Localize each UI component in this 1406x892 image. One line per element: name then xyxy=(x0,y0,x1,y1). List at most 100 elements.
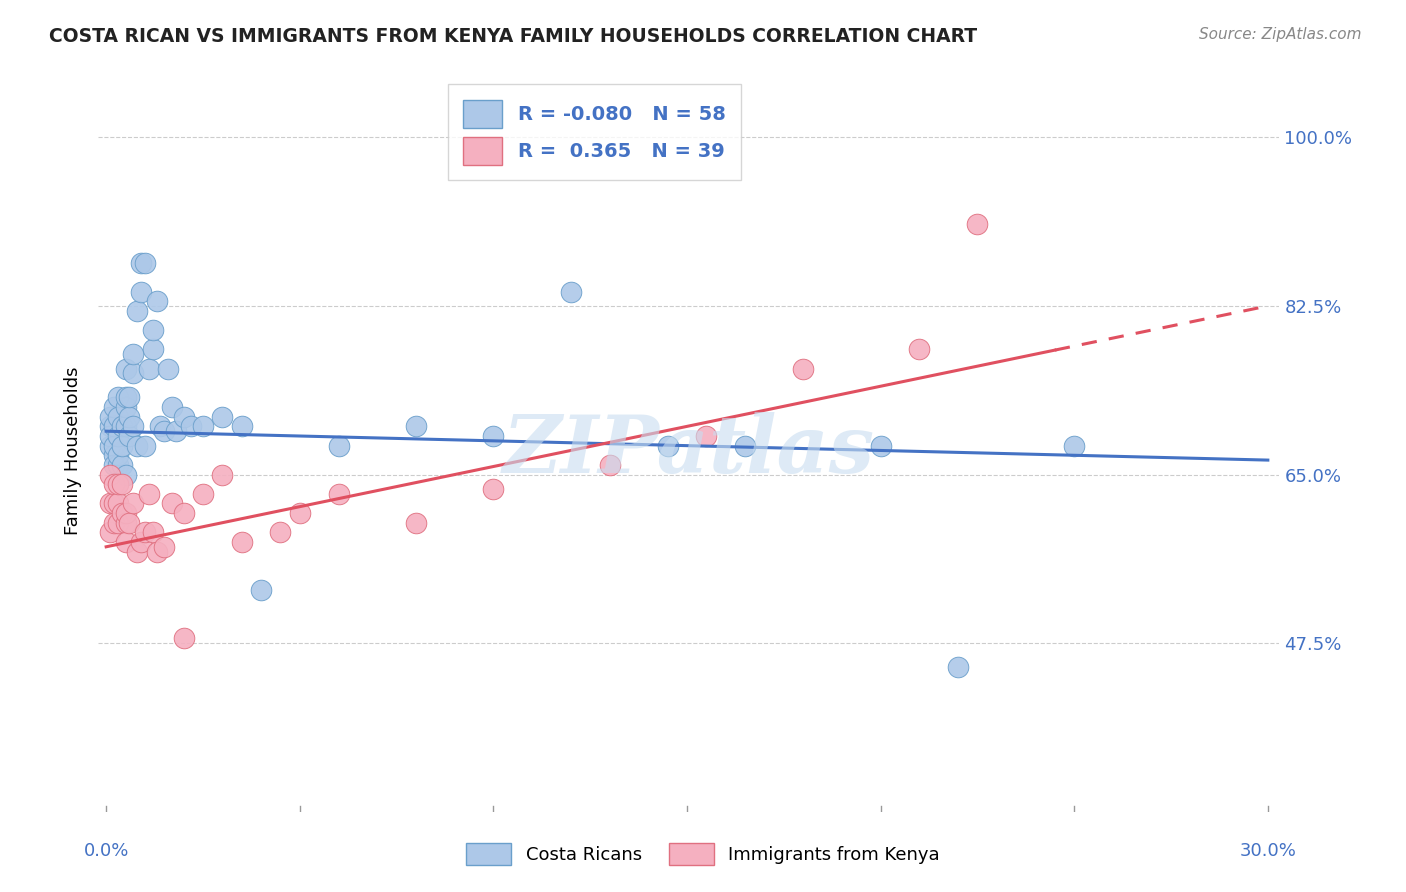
Point xyxy=(98,439,121,453)
Point xyxy=(153,424,176,438)
Point xyxy=(114,535,136,549)
Point xyxy=(122,419,145,434)
Point xyxy=(107,391,129,405)
Point xyxy=(111,477,134,491)
Point xyxy=(138,487,160,501)
Point xyxy=(98,467,121,482)
Point xyxy=(98,409,121,424)
Point xyxy=(129,255,152,269)
Point xyxy=(118,409,141,424)
Point xyxy=(103,448,125,462)
Point xyxy=(134,255,156,269)
Point xyxy=(211,467,233,482)
Point xyxy=(103,458,125,472)
Point xyxy=(328,439,350,453)
Point xyxy=(142,525,165,540)
Point xyxy=(111,439,134,453)
Point xyxy=(560,285,582,299)
Point xyxy=(869,439,891,453)
Point xyxy=(122,347,145,361)
Point xyxy=(482,429,505,443)
Point xyxy=(122,367,145,381)
Point xyxy=(98,429,121,443)
Point xyxy=(231,535,253,549)
Point xyxy=(173,632,195,646)
Point xyxy=(98,419,121,434)
Point xyxy=(107,429,129,443)
Point xyxy=(211,409,233,424)
Point xyxy=(599,458,621,472)
Legend: Costa Ricans, Immigrants from Kenya: Costa Ricans, Immigrants from Kenya xyxy=(458,836,948,872)
Point xyxy=(946,660,969,674)
Point xyxy=(114,361,136,376)
Y-axis label: Family Households: Family Households xyxy=(65,367,83,534)
Point xyxy=(695,429,717,443)
Point xyxy=(107,477,129,491)
Point xyxy=(165,424,187,438)
Point xyxy=(191,419,214,434)
Text: 0.0%: 0.0% xyxy=(83,842,129,860)
Point xyxy=(118,429,141,443)
Point xyxy=(482,482,505,496)
Point xyxy=(1063,439,1085,453)
Point xyxy=(114,400,136,414)
Point xyxy=(173,506,195,520)
Point xyxy=(111,506,134,520)
Point xyxy=(191,487,214,501)
Point xyxy=(792,361,814,376)
Point xyxy=(98,525,121,540)
Point xyxy=(142,323,165,337)
Point xyxy=(129,285,152,299)
Point xyxy=(114,419,136,434)
Point xyxy=(145,544,167,558)
Point xyxy=(103,477,125,491)
Point xyxy=(157,361,180,376)
Point xyxy=(118,516,141,530)
Point xyxy=(160,496,183,510)
Point xyxy=(405,419,427,434)
Point xyxy=(908,343,931,357)
Point xyxy=(122,496,145,510)
Text: ZIPatlas: ZIPatlas xyxy=(503,412,875,489)
Text: COSTA RICAN VS IMMIGRANTS FROM KENYA FAMILY HOUSEHOLDS CORRELATION CHART: COSTA RICAN VS IMMIGRANTS FROM KENYA FAM… xyxy=(49,27,977,45)
Point xyxy=(107,496,129,510)
Point xyxy=(114,391,136,405)
Point xyxy=(114,516,136,530)
Point xyxy=(118,391,141,405)
Point xyxy=(153,540,176,554)
Point xyxy=(103,400,125,414)
Point xyxy=(114,506,136,520)
Point xyxy=(134,439,156,453)
Point xyxy=(180,419,202,434)
Point xyxy=(107,516,129,530)
Point xyxy=(103,516,125,530)
Point xyxy=(107,409,129,424)
Point xyxy=(160,400,183,414)
Point xyxy=(231,419,253,434)
Point xyxy=(288,506,311,520)
Point xyxy=(111,419,134,434)
Point xyxy=(103,496,125,510)
Point xyxy=(328,487,350,501)
Point xyxy=(145,294,167,309)
Point xyxy=(657,439,679,453)
Point xyxy=(127,544,149,558)
Text: Source: ZipAtlas.com: Source: ZipAtlas.com xyxy=(1198,27,1361,42)
Point xyxy=(173,409,195,424)
Point xyxy=(114,467,136,482)
Point xyxy=(142,343,165,357)
Point xyxy=(269,525,291,540)
Point xyxy=(134,525,156,540)
Point xyxy=(107,448,129,462)
Text: 30.0%: 30.0% xyxy=(1240,842,1296,860)
Point xyxy=(107,458,129,472)
Point xyxy=(127,303,149,318)
Point xyxy=(129,535,152,549)
Legend: R = -0.080   N = 58, R =  0.365   N = 39: R = -0.080 N = 58, R = 0.365 N = 39 xyxy=(447,85,741,180)
Point xyxy=(734,439,756,453)
Point xyxy=(405,516,427,530)
Point xyxy=(127,439,149,453)
Point xyxy=(138,361,160,376)
Point xyxy=(103,439,125,453)
Point xyxy=(103,419,125,434)
